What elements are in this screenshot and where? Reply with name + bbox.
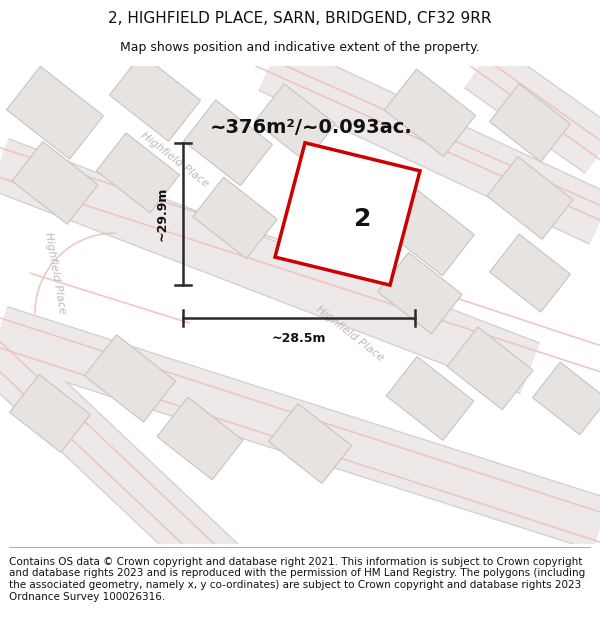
Polygon shape: [275, 142, 420, 285]
Polygon shape: [310, 164, 391, 242]
Polygon shape: [10, 374, 91, 452]
Polygon shape: [490, 84, 571, 162]
Polygon shape: [385, 69, 476, 156]
Polygon shape: [447, 327, 533, 409]
Polygon shape: [533, 362, 600, 435]
Polygon shape: [109, 54, 200, 141]
Polygon shape: [386, 356, 474, 441]
Polygon shape: [7, 66, 103, 159]
Polygon shape: [268, 404, 352, 484]
Text: Highfield Place: Highfield Place: [314, 304, 386, 362]
Polygon shape: [386, 190, 475, 276]
Text: ~29.9m: ~29.9m: [156, 187, 169, 241]
Polygon shape: [378, 253, 462, 334]
Polygon shape: [184, 100, 272, 186]
Text: Highfield Place: Highfield Place: [43, 231, 67, 315]
Text: Map shows position and indicative extent of the property.: Map shows position and indicative extent…: [120, 41, 480, 54]
Text: Highfield Place: Highfield Place: [139, 131, 211, 189]
Polygon shape: [193, 177, 277, 259]
Text: 2: 2: [354, 207, 371, 231]
Polygon shape: [254, 84, 335, 162]
Text: ~28.5m: ~28.5m: [272, 332, 326, 345]
Polygon shape: [97, 133, 179, 213]
Text: ~376m²/~0.093ac.: ~376m²/~0.093ac.: [210, 118, 413, 138]
Polygon shape: [487, 157, 573, 239]
Text: Contains OS data © Crown copyright and database right 2021. This information is : Contains OS data © Crown copyright and d…: [9, 557, 585, 601]
Polygon shape: [490, 234, 571, 312]
Text: 2, HIGHFIELD PLACE, SARN, BRIDGEND, CF32 9RR: 2, HIGHFIELD PLACE, SARN, BRIDGEND, CF32…: [108, 11, 492, 26]
Polygon shape: [85, 334, 176, 422]
Polygon shape: [12, 141, 98, 224]
Polygon shape: [157, 397, 243, 480]
